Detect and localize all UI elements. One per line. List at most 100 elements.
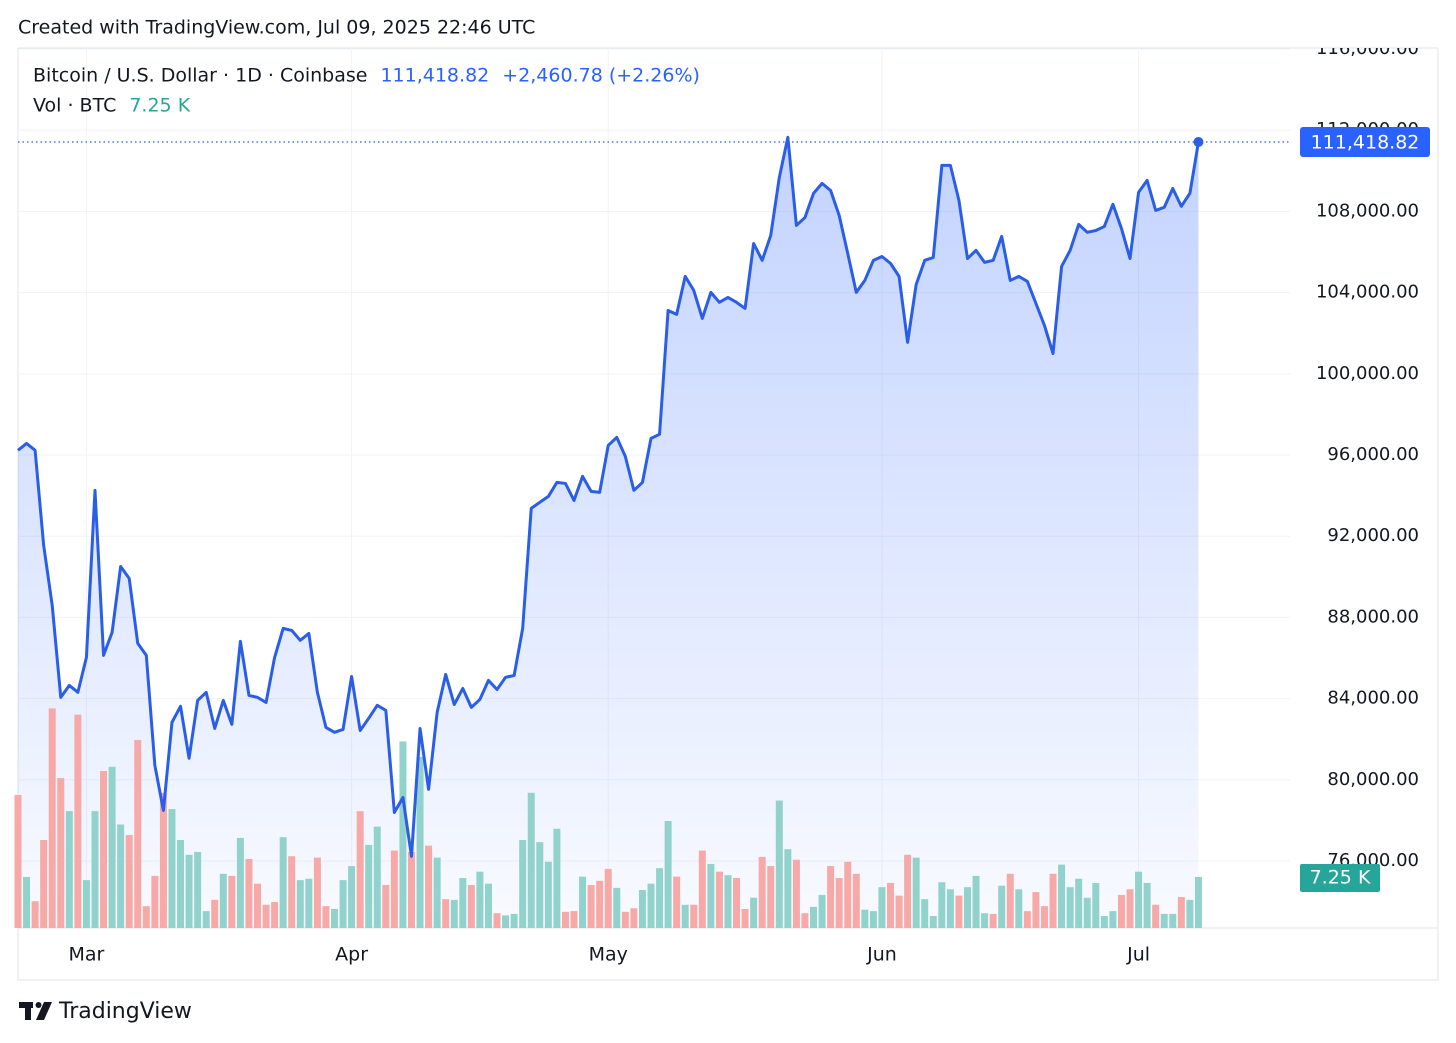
volume-bar	[348, 866, 356, 928]
volume-bar	[1152, 904, 1160, 928]
volume-bar	[1186, 899, 1194, 928]
volume-bar	[502, 915, 510, 928]
logo	[19, 1002, 52, 1020]
volume-bar	[1092, 882, 1100, 928]
y-tick-label: 88,000.00	[1327, 606, 1419, 627]
volume-bar	[561, 911, 569, 928]
y-tick-label: 116,000.00	[1316, 38, 1419, 59]
volume-bar	[1006, 873, 1014, 928]
volume-bar	[1194, 876, 1202, 928]
volume-bar	[844, 861, 852, 928]
brand: TradingView	[58, 999, 192, 1024]
volume-bar	[724, 875, 732, 928]
volume-bar	[459, 878, 467, 928]
volume-bar	[330, 908, 338, 928]
volume-bar	[921, 899, 929, 928]
volume-bar	[125, 835, 133, 928]
volume-bar	[442, 899, 450, 928]
volume-bar	[690, 904, 698, 928]
x-tick-label: May	[589, 944, 628, 966]
volume-bar	[48, 708, 56, 928]
volume-bar	[219, 873, 227, 928]
volume-bar	[715, 871, 723, 928]
volume-bar	[1135, 871, 1143, 928]
legend-volume: Vol · BTC	[33, 95, 116, 117]
volume-bar	[467, 885, 475, 928]
volume-bar	[339, 880, 347, 928]
volume-bar	[305, 878, 313, 928]
x-tick-label: Mar	[69, 944, 105, 966]
volume-bar	[998, 885, 1006, 928]
volume-bar	[373, 826, 381, 928]
volume-bar	[1075, 878, 1083, 928]
volume-bar	[963, 887, 971, 928]
volume-bar	[450, 899, 458, 928]
volume-bar	[519, 840, 527, 928]
volume-bar	[1015, 889, 1023, 928]
volume-bar	[236, 837, 244, 928]
volume-bar	[425, 845, 433, 928]
volume-bar	[989, 913, 997, 928]
volume-bar	[801, 913, 809, 928]
y-tick-label: 96,000.00	[1327, 444, 1419, 465]
volume-bar	[228, 875, 236, 928]
volume-bar	[536, 842, 544, 928]
volume-bar	[972, 875, 980, 928]
volume-bar	[484, 883, 492, 928]
price-line	[17, 135, 1200, 858]
volume-bar	[279, 837, 287, 928]
volume-bar	[895, 895, 903, 928]
volume-bar	[493, 913, 501, 928]
legend-change: +2,460.78 (+2.26%)	[502, 65, 700, 87]
volume-bar	[185, 854, 193, 928]
volume-bar	[1143, 882, 1151, 928]
volume-bar	[938, 882, 946, 928]
volume-bar	[587, 885, 595, 928]
volume-bar	[194, 851, 202, 928]
volume-badge	[1300, 863, 1380, 892]
volume-bar	[1040, 906, 1048, 928]
x-tick-label: Jul	[1126, 944, 1150, 966]
volume-bar	[74, 714, 82, 928]
volume-bar	[40, 840, 48, 928]
volume-bar	[741, 908, 749, 928]
volume-bar	[955, 895, 963, 928]
volume-bar	[365, 844, 373, 928]
volume-bar	[698, 850, 706, 928]
volume-bar	[1177, 897, 1185, 928]
volume-bar	[177, 840, 185, 928]
volume-bar	[878, 887, 886, 928]
volume-bar	[382, 885, 390, 928]
volume-bar	[946, 889, 954, 928]
volume-bar	[57, 778, 65, 928]
volume-bar	[433, 857, 441, 928]
price-area	[18, 137, 1199, 928]
volume-bar	[416, 756, 424, 928]
last-price-badge-label: 111,418.82	[1311, 132, 1420, 154]
volume-bar	[912, 857, 920, 928]
volume-bar	[134, 740, 142, 928]
volume-bar	[510, 913, 518, 928]
volume-bar	[707, 863, 715, 928]
volume-bar	[861, 909, 869, 928]
volume-bar	[245, 859, 253, 928]
volume-bar	[621, 911, 629, 928]
volume-bar	[151, 875, 159, 928]
x-tick-label: Jun	[866, 944, 897, 966]
volume-bar	[758, 856, 766, 928]
volume-bar	[818, 894, 826, 928]
volume-bar	[1049, 873, 1057, 928]
volume-bar	[142, 906, 150, 928]
volume-bar	[1066, 887, 1074, 928]
volume-bar	[202, 911, 210, 928]
volume-bar	[827, 866, 835, 928]
volume-bar	[1117, 894, 1125, 928]
volume-bar	[613, 887, 621, 928]
volume-bar	[288, 856, 296, 928]
volume-bar	[596, 880, 604, 928]
volume-bar	[211, 899, 219, 928]
last-price-badge	[1300, 127, 1430, 158]
legend-symbol: Bitcoin / U.S. Dollar · 1D · Coinbase	[33, 65, 367, 87]
volume-bar	[673, 876, 681, 928]
volume-bar	[262, 904, 270, 928]
